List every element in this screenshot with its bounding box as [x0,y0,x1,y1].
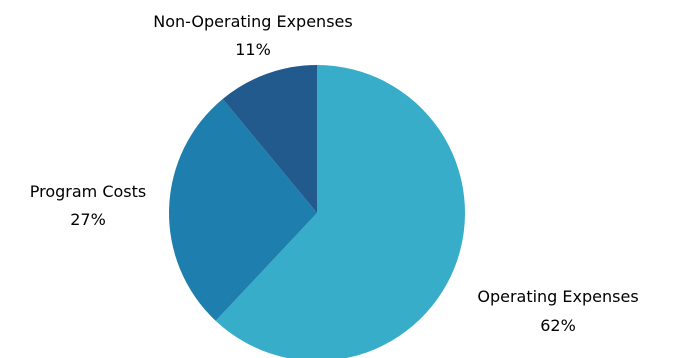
pie-slice-non-operating-expenses [222,65,317,213]
slice-label-program-costs: Program Costs [30,182,147,201]
slice-value-operating-expenses: 62% [540,316,576,335]
slice-label-operating-expenses: Operating Expenses [477,287,638,306]
pie-slices [169,65,466,358]
pie-slice-operating-expenses [215,65,466,358]
slice-value-program-costs: 27% [70,210,106,229]
slice-value-non-operating-expenses: 11% [235,40,271,59]
pie-slice-program-costs [169,98,317,321]
slice-label-non-operating-expenses: Non-Operating Expenses [153,12,352,31]
